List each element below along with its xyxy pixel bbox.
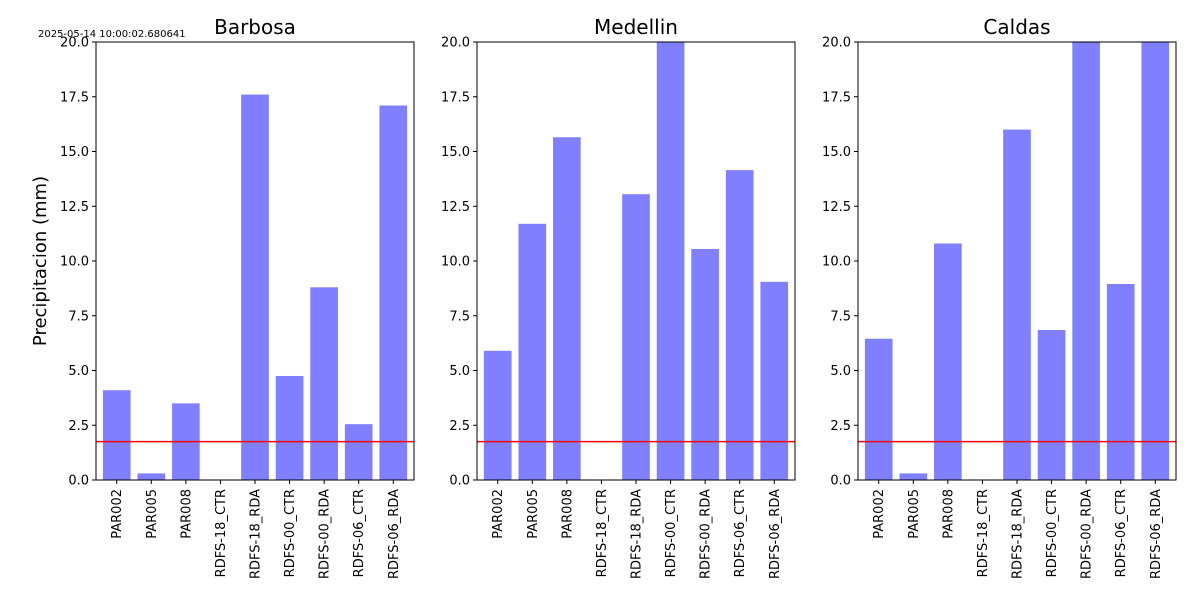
y-tick-label: 12.5 <box>60 200 89 215</box>
y-tick-label: 0.0 <box>68 474 89 489</box>
bar-par005 <box>518 223 547 480</box>
x-tick-label: RDFS-06_CTR <box>733 489 748 577</box>
x-tick-label: RDFS-00_RDA <box>318 489 333 579</box>
y-tick-label: 15.0 <box>822 145 851 160</box>
x-tick-label: RDFS-00_CTR <box>283 489 298 577</box>
x-tick-label: RDFS-00_CTR <box>1045 489 1060 577</box>
x-tick-label: RDFS-18_RDA <box>1011 489 1026 579</box>
x-tick-label: PAR008 <box>560 489 575 539</box>
panel-title: Barbosa <box>214 15 296 39</box>
bar-par005 <box>899 473 928 480</box>
y-tick-label: 15.0 <box>441 145 470 160</box>
y-tick-label: 2.5 <box>830 419 851 434</box>
x-tick-label: RDFS-18_RDA <box>630 489 645 579</box>
x-tick-label: PAR005 <box>907 489 922 539</box>
bar-rdfs-00_rda <box>310 287 338 480</box>
bar-rdfs-00_ctr <box>1037 329 1066 480</box>
x-tick-label: RDFS-06_RDA <box>768 489 783 579</box>
x-tick-label: RDFS-18_CTR <box>976 489 991 577</box>
chart-panel-medellin: 0.0 2.5 5.0 7.5 10.0 12.5 15.0 17.5 20.0 PAR002 PA… <box>441 15 796 579</box>
x-tick-label: RDFS-00_CTR <box>664 489 679 577</box>
x-tick-label: PAR002 <box>491 489 506 539</box>
y-tick-label: 7.5 <box>68 309 89 324</box>
bar-par002 <box>864 338 893 480</box>
bar-rdfs-06_rda <box>760 281 789 480</box>
chart-panel-barbosa: 0.0 2.5 5.0 7.5 10.0 12.5 15.0 17.5 20.0 PAR002 PA… <box>30 15 415 579</box>
y-tick-label: 10.0 <box>60 255 89 270</box>
y-tick-label: 20.0 <box>441 36 470 51</box>
y-tick-label: 7.5 <box>830 309 851 324</box>
bar-rdfs-18_rda <box>622 194 650 480</box>
bar-rdfs-06_rda <box>379 105 408 480</box>
bar-rdfs-00_ctr <box>656 42 685 480</box>
y-tick-label: 17.5 <box>822 90 851 105</box>
y-tick-label: 20.0 <box>822 36 851 51</box>
x-tick-label: RDFS-18_RDA <box>249 489 264 579</box>
bar-par002 <box>483 350 512 480</box>
bar-par008 <box>553 137 581 480</box>
bar-rdfs-18_rda <box>241 94 269 480</box>
x-tick-label: RDFS-06_RDA <box>1149 489 1164 579</box>
x-tick-label: PAR005 <box>526 489 541 539</box>
y-tick-label: 2.5 <box>449 419 470 434</box>
x-tick-label: RDFS-18_CTR <box>595 489 610 577</box>
bar-rdfs-06_ctr <box>344 424 373 480</box>
bar-rdfs-06_ctr <box>1106 284 1135 480</box>
timestamp-label: 2025-05-14 10:00:02.680641 <box>38 29 186 40</box>
bar-rdfs-00_rda <box>1072 42 1100 480</box>
x-tick-label: PAR008 <box>179 489 194 539</box>
x-tick-label: RDFS-18_CTR <box>214 489 229 577</box>
y-tick-label: 20.0 <box>60 36 89 51</box>
y-tick-label: 17.5 <box>441 90 470 105</box>
bar-rdfs-06_ctr <box>725 170 754 480</box>
y-axis-title: Precipitacion (mm) <box>30 176 51 346</box>
x-tick-label: RDFS-06_CTR <box>352 489 367 577</box>
y-tick-label: 12.5 <box>822 200 851 215</box>
bar-rdfs-18_rda <box>1003 129 1031 480</box>
y-tick-label: 0.0 <box>449 474 470 489</box>
y-tick-label: 12.5 <box>441 200 470 215</box>
y-tick-label: 15.0 <box>60 145 89 160</box>
bar-par008 <box>934 243 962 480</box>
y-tick-label: 10.0 <box>822 255 851 270</box>
bar-par002 <box>102 390 131 480</box>
bar-rdfs-00_rda <box>691 248 719 480</box>
y-tick-label: 7.5 <box>449 309 470 324</box>
y-tick-label: 5.0 <box>68 364 89 379</box>
x-tick-label: RDFS-06_RDA <box>387 489 402 579</box>
bar-rdfs-06_rda <box>1141 42 1170 480</box>
y-tick-label: 0.0 <box>830 474 851 489</box>
y-tick-label: 10.0 <box>441 255 470 270</box>
x-tick-label: RDFS-00_RDA <box>1080 489 1095 579</box>
x-tick-label: PAR002 <box>110 489 125 539</box>
panel-title: Caldas <box>983 15 1050 39</box>
x-tick-label: PAR008 <box>941 489 956 539</box>
y-tick-label: 5.0 <box>449 364 470 379</box>
y-tick-label: 2.5 <box>68 419 89 434</box>
x-tick-label: PAR005 <box>145 489 160 539</box>
y-tick-label: 17.5 <box>60 90 89 105</box>
bar-par005 <box>137 473 166 480</box>
x-tick-label: RDFS-00_RDA <box>699 489 714 579</box>
panel-title: Medellin <box>594 15 678 39</box>
y-tick-label: 5.0 <box>830 364 851 379</box>
x-tick-label: PAR002 <box>872 489 887 539</box>
chart-panel-caldas: 0.0 2.5 5.0 7.5 10.0 12.5 15.0 17.5 20.0 PAR002 PA… <box>822 15 1177 579</box>
bar-rdfs-00_ctr <box>275 375 304 480</box>
x-tick-label: RDFS-06_CTR <box>1114 489 1129 577</box>
